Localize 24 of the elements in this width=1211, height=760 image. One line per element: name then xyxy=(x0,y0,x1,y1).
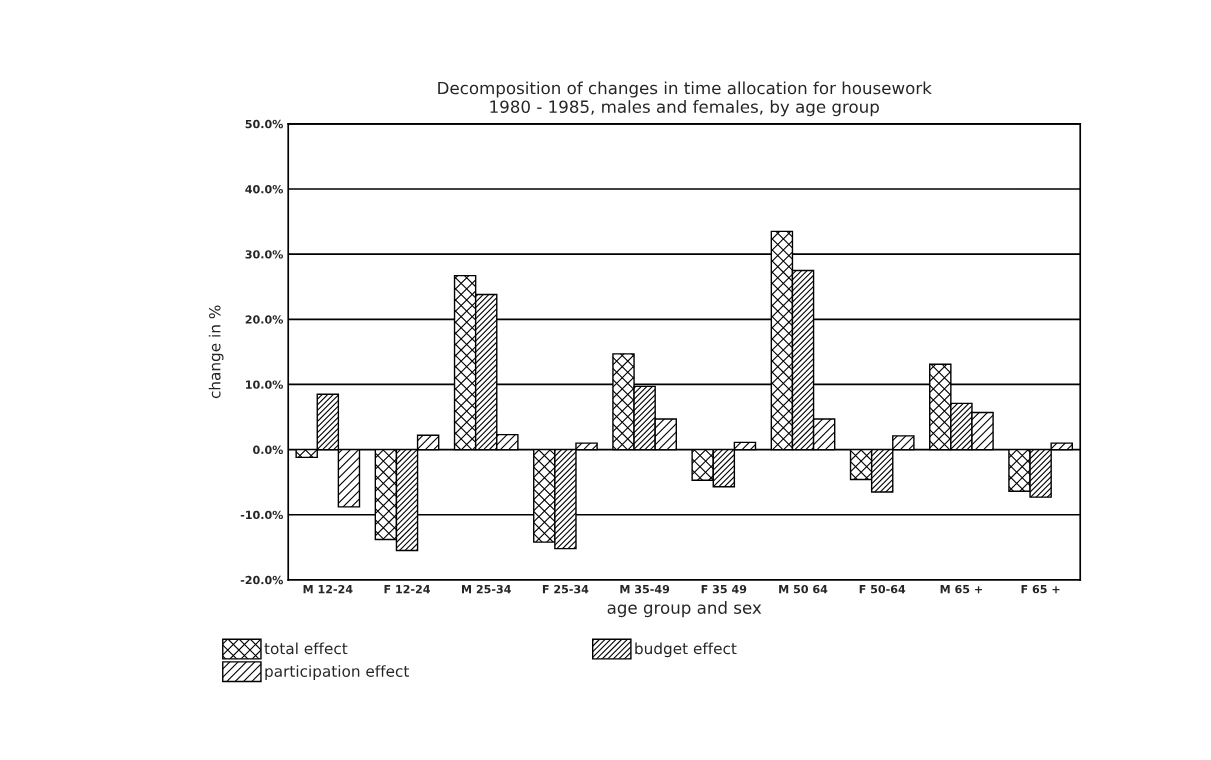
y-tick-label: -20.0% xyxy=(240,575,283,585)
y-tick-label: 20.0% xyxy=(245,315,283,324)
y-tick-label: 50.0% xyxy=(245,119,283,129)
x-tick-label: F 12-24 xyxy=(384,584,430,594)
x-tick-label: F 65 + xyxy=(1021,584,1060,594)
x-tick-label: M 50 64 xyxy=(779,584,828,594)
x-tick-label: F 35 49 xyxy=(701,584,747,594)
x-tick-label: M 35-49 xyxy=(620,584,670,594)
chart-title: Decomposition of changes in time allocation for housework 1980 - 1985, males and females, by age group xyxy=(438,81,932,117)
x-tick-label: M 65 + xyxy=(940,584,983,594)
y-tick-label: 30.0% xyxy=(245,250,283,259)
legend-label: budget effect xyxy=(635,642,737,658)
legend-label: participation effect xyxy=(265,665,409,680)
x-axis-title: age group and sex xyxy=(607,601,762,618)
x-tick-label: F 25-34 xyxy=(542,584,589,594)
x-tick-label: F 50-64 xyxy=(859,584,906,594)
y-axis-title: change in % xyxy=(208,305,224,399)
y-tick-label: 0.0% xyxy=(253,445,283,454)
y-tick-label: 40.0% xyxy=(245,185,283,194)
y-tick-label: 10.0% xyxy=(246,380,283,389)
y-tick-label: -10.0% xyxy=(240,510,283,520)
legend-label: total effect xyxy=(264,642,348,655)
x-tick-label: M 25-34 xyxy=(462,584,511,594)
x-tick-label: M 12-24 xyxy=(303,584,353,594)
